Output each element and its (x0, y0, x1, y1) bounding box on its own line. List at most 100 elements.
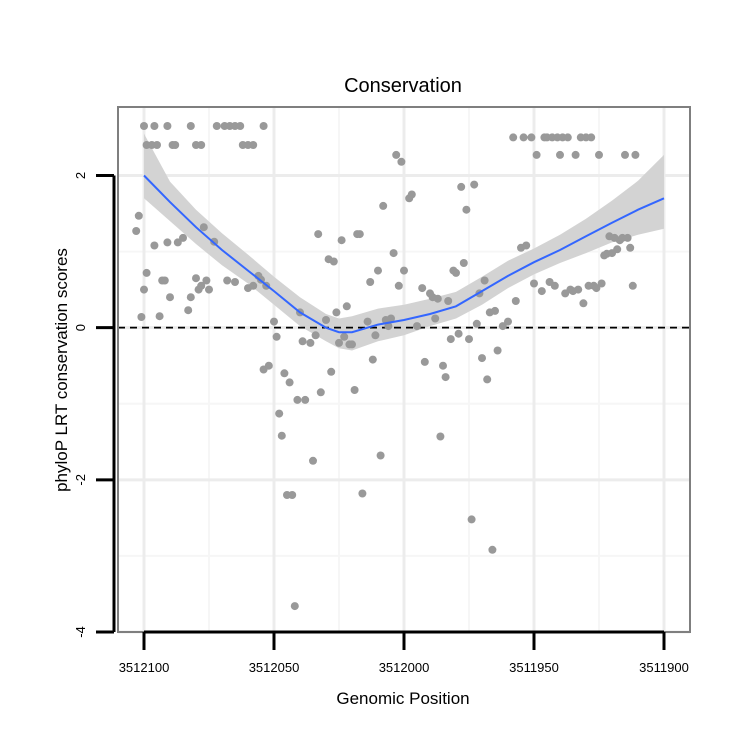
data-point (275, 409, 284, 418)
data-point (509, 133, 518, 142)
data-point (397, 157, 406, 166)
data-point (293, 395, 302, 404)
data-point (231, 278, 239, 286)
data-point (626, 243, 635, 252)
data-point (459, 259, 468, 267)
data-point (631, 150, 640, 159)
data-point (140, 122, 148, 130)
data-point (197, 141, 206, 149)
x-tick-label: 3512000 (379, 660, 430, 675)
data-point (480, 276, 489, 285)
data-point (592, 284, 601, 293)
axis-layer: 3512100 3512050 3512000 3511950 3511900 -4 -2 0… (73, 172, 689, 675)
data-point (431, 314, 440, 323)
data-point (249, 281, 258, 290)
data-point (137, 313, 146, 321)
data-point (376, 451, 385, 460)
data-point (413, 322, 421, 331)
data-point (342, 302, 351, 311)
data-point (197, 281, 206, 290)
data-point (457, 182, 466, 191)
data-point (420, 357, 429, 366)
data-point (532, 150, 541, 159)
data-point (511, 297, 520, 305)
data-point (340, 332, 349, 341)
data-point (332, 308, 341, 317)
data-point (163, 122, 172, 130)
data-point (270, 317, 278, 326)
data-point (259, 122, 268, 130)
data-point (298, 337, 307, 346)
data-point (556, 150, 564, 159)
data-point (327, 367, 336, 376)
data-point (470, 180, 479, 189)
data-point (173, 238, 182, 247)
data-point (522, 241, 531, 250)
data-point (280, 369, 289, 378)
data-point (314, 230, 323, 239)
data-point (363, 317, 372, 326)
data-point (436, 432, 445, 441)
data-point (418, 284, 427, 293)
data-point (322, 316, 330, 324)
data-point (441, 373, 450, 382)
data-point (389, 249, 398, 258)
data-point (301, 395, 310, 404)
data-point (504, 317, 512, 326)
data-point (132, 227, 141, 235)
points-layer (132, 122, 640, 611)
data-point (166, 293, 174, 302)
data-point (186, 293, 195, 302)
data-point (368, 355, 377, 364)
data-point (467, 515, 476, 524)
x-tick-label: 3512100 (119, 660, 170, 675)
data-point (163, 238, 172, 247)
data-point (309, 456, 317, 465)
data-point (444, 297, 453, 305)
data-point (350, 386, 359, 394)
data-point (452, 268, 460, 277)
data-point (171, 141, 180, 149)
data-point (498, 322, 507, 331)
data-point (223, 276, 232, 285)
data-point (184, 306, 193, 315)
data-point (285, 378, 294, 387)
data-point (306, 338, 315, 347)
data-point (272, 332, 281, 341)
x-tick-label: 3511950 (509, 660, 559, 675)
data-point (527, 133, 536, 142)
data-point (205, 285, 213, 294)
data-point (478, 354, 486, 363)
data-point (491, 306, 499, 315)
data-point (160, 276, 169, 285)
data-point (488, 545, 497, 554)
data-point (537, 287, 546, 296)
data-point (236, 122, 245, 130)
data-point (387, 314, 395, 323)
confidence-band-layer (144, 133, 664, 351)
data-point (597, 279, 606, 288)
data-point (530, 279, 538, 288)
data-point (628, 281, 637, 290)
data-point (186, 122, 195, 130)
data-point (153, 141, 161, 149)
data-point (212, 122, 221, 130)
data-point (179, 233, 187, 242)
data-point (329, 257, 338, 266)
data-point (316, 388, 325, 397)
data-point (550, 281, 559, 290)
data-point (358, 489, 367, 498)
data-point (134, 211, 143, 220)
data-point (366, 278, 375, 286)
y-tick-label: 2 (73, 172, 88, 179)
data-point (379, 201, 388, 210)
data-point (155, 312, 164, 321)
data-point (202, 276, 211, 285)
data-point (142, 268, 151, 277)
data-point (290, 602, 299, 611)
data-point (613, 245, 622, 254)
data-point (264, 361, 273, 370)
data-point (407, 190, 416, 199)
data-point (394, 281, 403, 290)
